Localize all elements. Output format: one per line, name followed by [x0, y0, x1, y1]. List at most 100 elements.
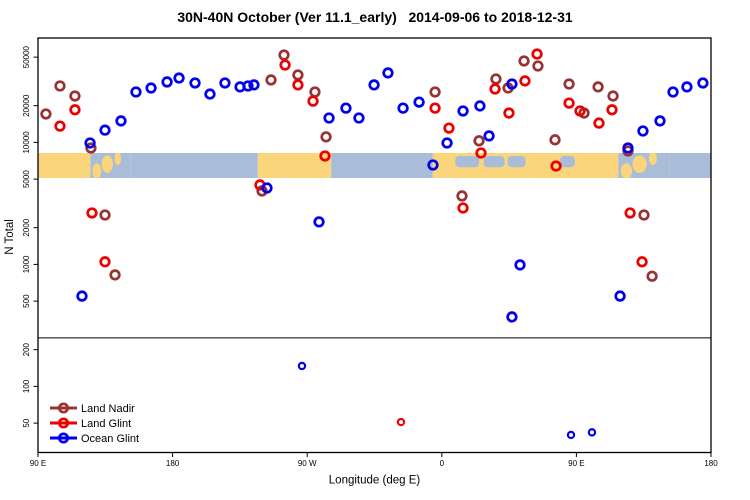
legend: Land Nadir Land Glint Ocean Glint — [50, 402, 139, 445]
data-point — [84, 137, 96, 149]
legend-marker — [57, 402, 70, 414]
data-point — [506, 78, 518, 90]
y-tick-label: 2000 — [22, 218, 31, 236]
y-tick-label: 50 — [22, 418, 31, 427]
data-point — [279, 59, 291, 71]
data-point — [99, 124, 111, 136]
data-point — [593, 117, 605, 129]
data-point — [86, 207, 98, 219]
data-point — [69, 90, 81, 102]
data-point — [265, 74, 277, 86]
data-point — [54, 120, 66, 132]
data-point — [429, 102, 441, 114]
data-point — [519, 75, 531, 87]
data-point — [99, 256, 111, 268]
data-point — [368, 79, 380, 91]
sea-patch — [507, 156, 526, 168]
data-point — [69, 104, 81, 116]
data-point — [532, 60, 544, 72]
data-point — [614, 290, 626, 302]
island-patch — [620, 163, 633, 178]
data-point — [441, 137, 453, 149]
data-point — [457, 105, 469, 117]
data-point — [319, 150, 331, 162]
data-point — [490, 73, 502, 85]
y-tick-label: 100 — [22, 379, 31, 393]
data-point — [550, 160, 562, 172]
data-point — [574, 105, 586, 117]
data-point — [429, 86, 441, 98]
data-point — [76, 290, 88, 302]
legend-label: Ocean Glint — [81, 433, 139, 445]
data-point — [145, 82, 157, 94]
data-point — [624, 207, 636, 219]
data-point — [489, 83, 501, 95]
data-point — [681, 81, 693, 93]
y-axis: 50000 20000 10000 5000 2000 1000 500 200 100 50 N … — [4, 45, 38, 428]
x-axis-title: Longitude (deg E) — [329, 475, 421, 487]
data-point — [607, 90, 619, 102]
data-point — [606, 104, 618, 116]
data-point — [173, 72, 185, 84]
x-tick-label: 90 E — [568, 459, 584, 468]
sea-patch — [455, 156, 480, 168]
data-point — [456, 190, 468, 202]
data-point — [130, 86, 142, 98]
data-point — [397, 102, 409, 114]
x-tick-label: 180 — [166, 459, 180, 468]
data-point — [85, 142, 97, 154]
data-point — [261, 182, 273, 194]
island-patch — [114, 153, 122, 165]
plot-frame — [37, 37, 712, 454]
legend-label: Land Glint — [81, 418, 131, 430]
data-point — [323, 112, 335, 124]
data-point — [563, 78, 575, 90]
data-point — [297, 361, 307, 371]
island-patch — [101, 155, 113, 173]
data-point — [396, 417, 406, 427]
y-axis-title: N Total — [4, 219, 16, 255]
data-point — [413, 96, 425, 108]
y-tick-label: 5000 — [22, 170, 31, 188]
legend-marker — [57, 417, 70, 429]
island-patch — [632, 155, 647, 173]
data-point — [587, 428, 597, 437]
series-land-glint — [54, 48, 648, 427]
y-tick-label: 10000 — [22, 131, 31, 154]
data-point — [592, 81, 604, 93]
data-point — [427, 159, 439, 171]
data-point — [457, 202, 469, 214]
x-axis: 90 E 180 90 W 0 90 E 180 Longitude (deg E) — [30, 452, 718, 487]
x-tick-label: 0 — [440, 459, 445, 468]
data-point — [667, 86, 679, 98]
data-point — [637, 125, 649, 137]
data-point — [563, 97, 575, 109]
sea-patch — [559, 156, 575, 168]
data-point — [473, 135, 485, 147]
data-point — [320, 131, 332, 143]
band-segment-land — [531, 153, 619, 178]
data-point — [115, 115, 127, 127]
island-patch — [92, 163, 102, 178]
data-point — [313, 216, 325, 228]
data-point — [309, 86, 321, 98]
data-point — [54, 80, 66, 92]
y-tick-label: 1000 — [22, 255, 31, 273]
data-point — [622, 142, 634, 154]
band-segment-land — [38, 153, 91, 178]
data-point — [204, 88, 216, 100]
data-point — [219, 77, 231, 89]
data-point — [503, 107, 515, 119]
data-point — [514, 259, 526, 271]
data-point — [518, 55, 530, 67]
island-patch — [648, 153, 657, 165]
data-point — [248, 79, 260, 91]
data-point — [99, 209, 111, 221]
x-tick-label: 90 W — [298, 459, 317, 468]
band-segment-ocean — [669, 153, 711, 178]
data-point — [549, 134, 561, 146]
data-point — [242, 80, 254, 92]
data-point — [278, 49, 290, 61]
